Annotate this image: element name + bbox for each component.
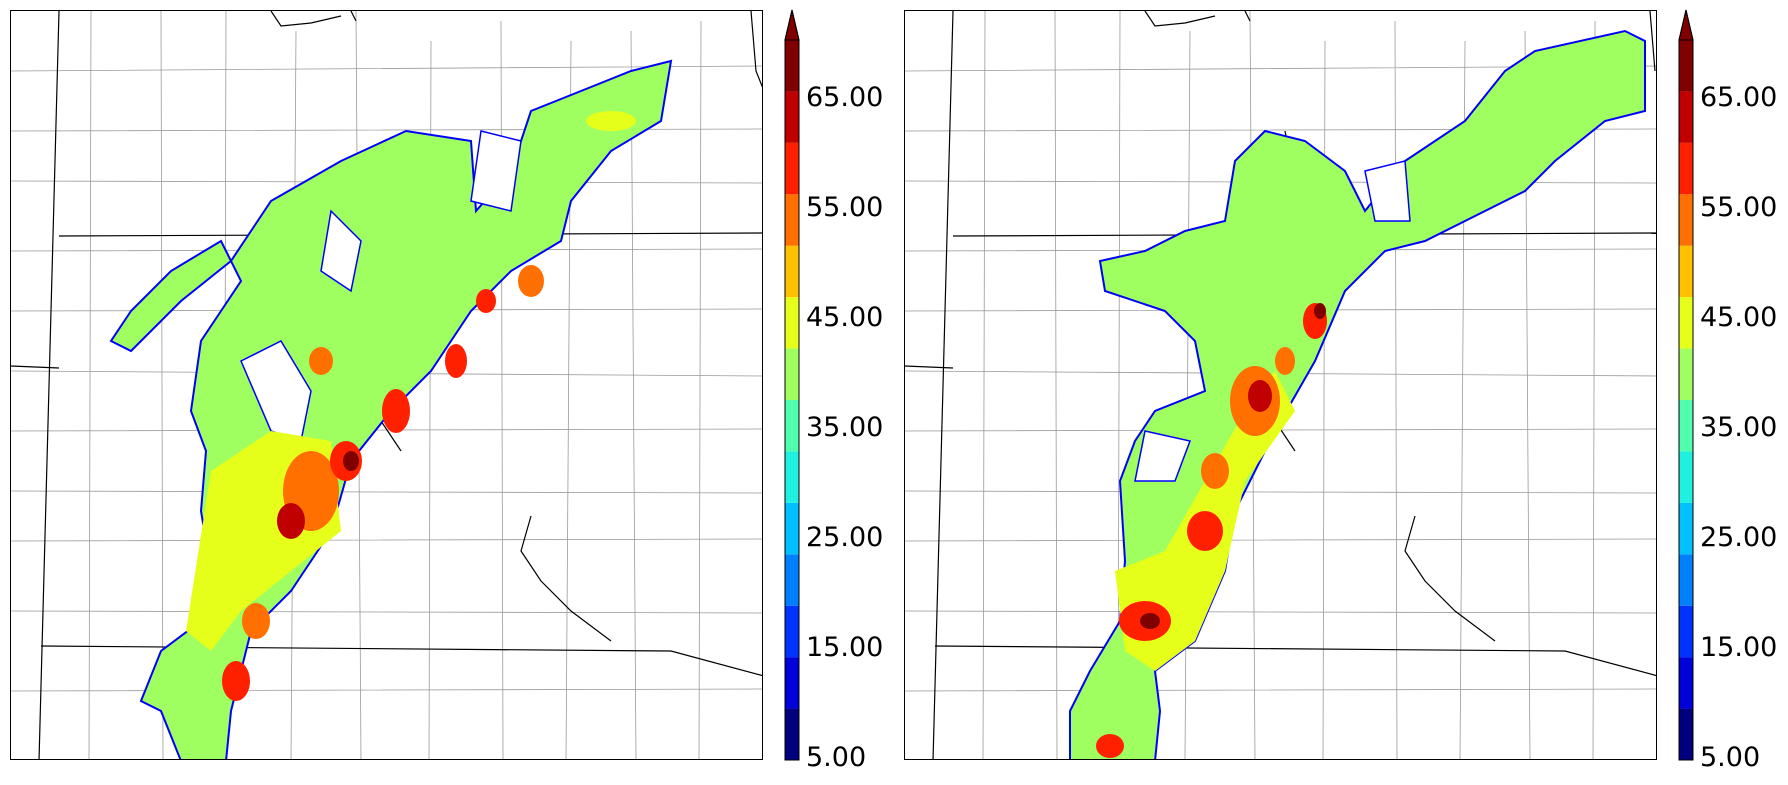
storm-swath-right [1069, 29, 1646, 759]
colorbar-right-tick-35: 35.00 [1700, 412, 1778, 443]
colorbar-left-tick-45: 45.00 [806, 302, 884, 333]
colorbar-bin [1679, 502, 1693, 555]
colorbar-left-tick-55: 55.00 [806, 192, 884, 223]
colorbar-bin [785, 297, 799, 349]
colorbar-bin [1679, 708, 1693, 760]
colorbar-extend-arrow [784, 9, 800, 41]
colorbar-bin [785, 91, 799, 143]
colorbar-right-tick-25: 25.00 [1700, 522, 1778, 553]
map-panel-right [904, 10, 1657, 760]
colorbar-frame [1678, 9, 1694, 761]
colorbar-bin [1679, 40, 1693, 92]
colorbar-bin [1679, 245, 1693, 298]
map-right-svg [905, 11, 1656, 759]
colorbar-bin [1679, 554, 1693, 606]
colorbar-right-svg [1678, 9, 1694, 761]
colorbar-bin [785, 502, 799, 555]
colorbar-left [784, 9, 800, 761]
colorbar-frame [784, 9, 800, 761]
colorbar-bin [785, 657, 799, 709]
colorbar-bin [785, 194, 799, 246]
colorbar-left-svg [784, 9, 800, 761]
colorbar-right-tick-5: 5.00 [1700, 742, 1761, 773]
colorbar-bin [785, 554, 799, 606]
colorbar-left-tick-35: 35.00 [806, 412, 884, 443]
colorbar-bin [785, 348, 799, 400]
map-left-svg [11, 11, 762, 759]
colorbar-bin [785, 245, 799, 298]
colorbar-bin [785, 400, 799, 452]
colorbar-right-tick-15: 15.00 [1700, 632, 1778, 663]
colorbar-extend-arrow [1678, 9, 1694, 41]
colorbar-bin [1679, 605, 1693, 658]
colorbar-left-tick-25: 25.00 [806, 522, 884, 553]
colorbar-bin [785, 142, 799, 195]
colorbar-bin [1679, 400, 1693, 452]
colorbar-bin [1679, 297, 1693, 349]
colorbar-right-tick-55: 55.00 [1700, 192, 1778, 223]
colorbar-right-tick-45: 45.00 [1700, 302, 1778, 333]
colorbar-bin [785, 40, 799, 92]
colorbar-left-tick-65: 65.00 [806, 82, 884, 113]
colorbar-bin [1679, 91, 1693, 143]
colorbar-left-tick-15: 15.00 [806, 632, 884, 663]
colorbar-bin [785, 708, 799, 760]
colorbar-bin [785, 451, 799, 503]
colorbar-bin [1679, 142, 1693, 195]
colorbar-bin [1679, 657, 1693, 709]
colorbar-bin [1679, 451, 1693, 503]
map-panel-left [10, 10, 763, 760]
colorbar-bin [785, 605, 799, 658]
storm-swath-left [109, 59, 673, 759]
colorbar-left-tick-5: 5.00 [806, 742, 867, 773]
colorbar-bin [1679, 348, 1693, 400]
colorbar-bin [1679, 194, 1693, 246]
colorbar-right [1678, 9, 1694, 761]
colorbar-right-tick-65: 65.00 [1700, 82, 1778, 113]
